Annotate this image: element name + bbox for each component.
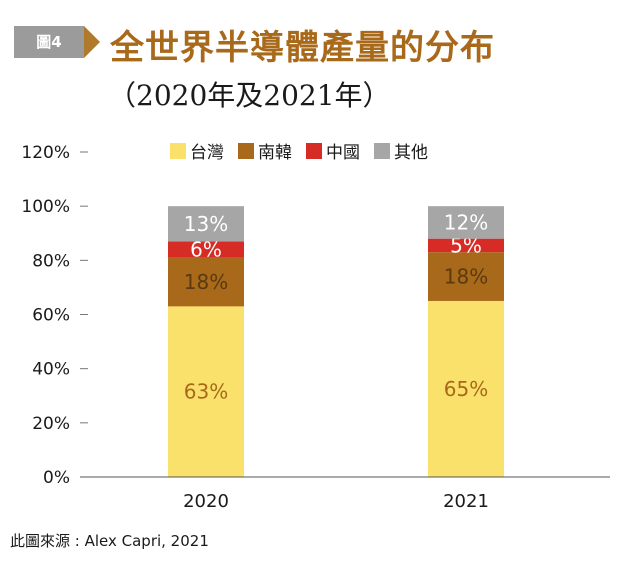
legend-item-korea: 南韓 — [238, 138, 292, 163]
legend-item-taiwan: 台灣 — [170, 138, 224, 163]
data-label: 65% — [444, 377, 488, 401]
data-label: 6% — [190, 238, 222, 262]
bar-segment — [168, 241, 244, 258]
y-tick-label: 80% — [32, 251, 70, 271]
bar-segment — [428, 252, 504, 301]
data-label: 18% — [184, 270, 228, 294]
arrow-icon — [84, 26, 100, 58]
legend-label: 台灣 — [190, 143, 224, 163]
legend-item-other: 其他 — [374, 138, 428, 163]
y-tick-label: 60% — [32, 306, 70, 326]
data-label: 18% — [444, 265, 488, 289]
data-label: 12% — [444, 210, 488, 234]
legend-label: 南韓 — [258, 143, 292, 163]
legend-swatch — [170, 142, 186, 159]
x-tick-label: 2020 — [183, 491, 229, 512]
bar-segment — [168, 206, 244, 242]
y-tick-label: 40% — [32, 360, 70, 380]
legend-swatch — [374, 142, 390, 159]
legend-swatch — [306, 142, 322, 159]
source-note: 此圖來源 : Alex Capri, 2021 — [10, 532, 209, 550]
bar-segment — [168, 306, 244, 477]
y-tick-label: 20% — [32, 414, 70, 434]
legend-label: 中國 — [326, 143, 360, 163]
y-tick-label: 120% — [21, 143, 70, 163]
x-axis: 2020 2021 — [183, 491, 489, 512]
legend-swatch — [238, 142, 254, 159]
chart-subtitle: （2020年及2021年） — [108, 79, 391, 112]
figure-label: 圖4 — [14, 26, 84, 58]
legend-label: 其他 — [394, 143, 428, 163]
y-axis: 0% 20% 40% 60% 80% 100% 120% — [21, 143, 88, 488]
bar-segment — [428, 238, 504, 253]
stacked-bar-chart: 0% 20% 40% 60% 80% 100% 120% 63% 18% 6%13% 65% 18%… — [21, 143, 610, 512]
legend-item-china: 中國 — [306, 138, 360, 163]
bar-segment — [428, 206, 504, 239]
x-tick-label: 2021 — [443, 491, 489, 512]
bar-segment — [168, 257, 244, 307]
chart-title: 全世界半導體產量的分布 — [110, 28, 495, 68]
legend: 台灣 南韓 中國 其他 — [170, 138, 428, 163]
y-tick-label: 100% — [21, 197, 70, 217]
y-tick-label: 0% — [43, 468, 70, 488]
data-label: 63% — [184, 380, 228, 404]
bar-segment — [428, 300, 504, 477]
bars: 63%18%6%13%65%18%5%12% — [168, 206, 504, 477]
data-label: 13% — [184, 212, 228, 236]
